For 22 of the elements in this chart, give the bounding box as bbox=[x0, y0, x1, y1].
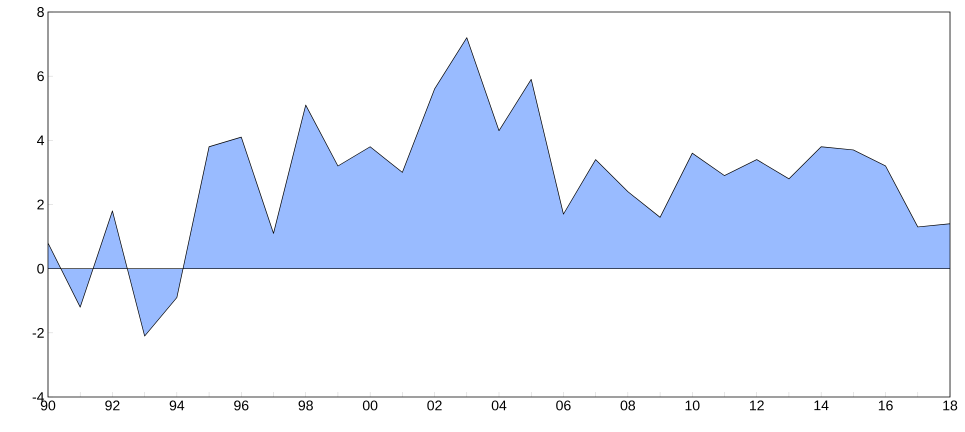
y-tick-label: 0 bbox=[37, 264, 44, 274]
x-tick-label: 92 bbox=[105, 400, 120, 410]
x-tick-label: 08 bbox=[620, 400, 636, 410]
x-tick-label: 14 bbox=[814, 400, 829, 410]
x-tick-label: 04 bbox=[492, 400, 506, 410]
y-tick-label: 8 bbox=[37, 7, 44, 17]
y-tick-label: 2 bbox=[37, 200, 44, 210]
y-tick-label: -4 bbox=[32, 392, 44, 402]
x-tick-label: 12 bbox=[750, 400, 764, 410]
x-tick-label: 98 bbox=[298, 400, 313, 410]
y-tick-label: 4 bbox=[37, 136, 44, 146]
y-tick-label: -2 bbox=[32, 328, 44, 338]
x-tick-label: 94 bbox=[170, 400, 184, 410]
x-tick-label: 18 bbox=[943, 400, 958, 410]
x-tick-label: 96 bbox=[234, 400, 248, 410]
x-tick-label: 02 bbox=[427, 400, 442, 410]
x-tick-label: 06 bbox=[556, 400, 571, 410]
x-tick-label: 16 bbox=[878, 400, 893, 410]
x-tick-label: 10 bbox=[686, 400, 700, 410]
x-tick-label: 00 bbox=[362, 400, 378, 410]
x-tick-label: 90 bbox=[40, 400, 56, 410]
y-tick-label: 6 bbox=[37, 71, 44, 82]
